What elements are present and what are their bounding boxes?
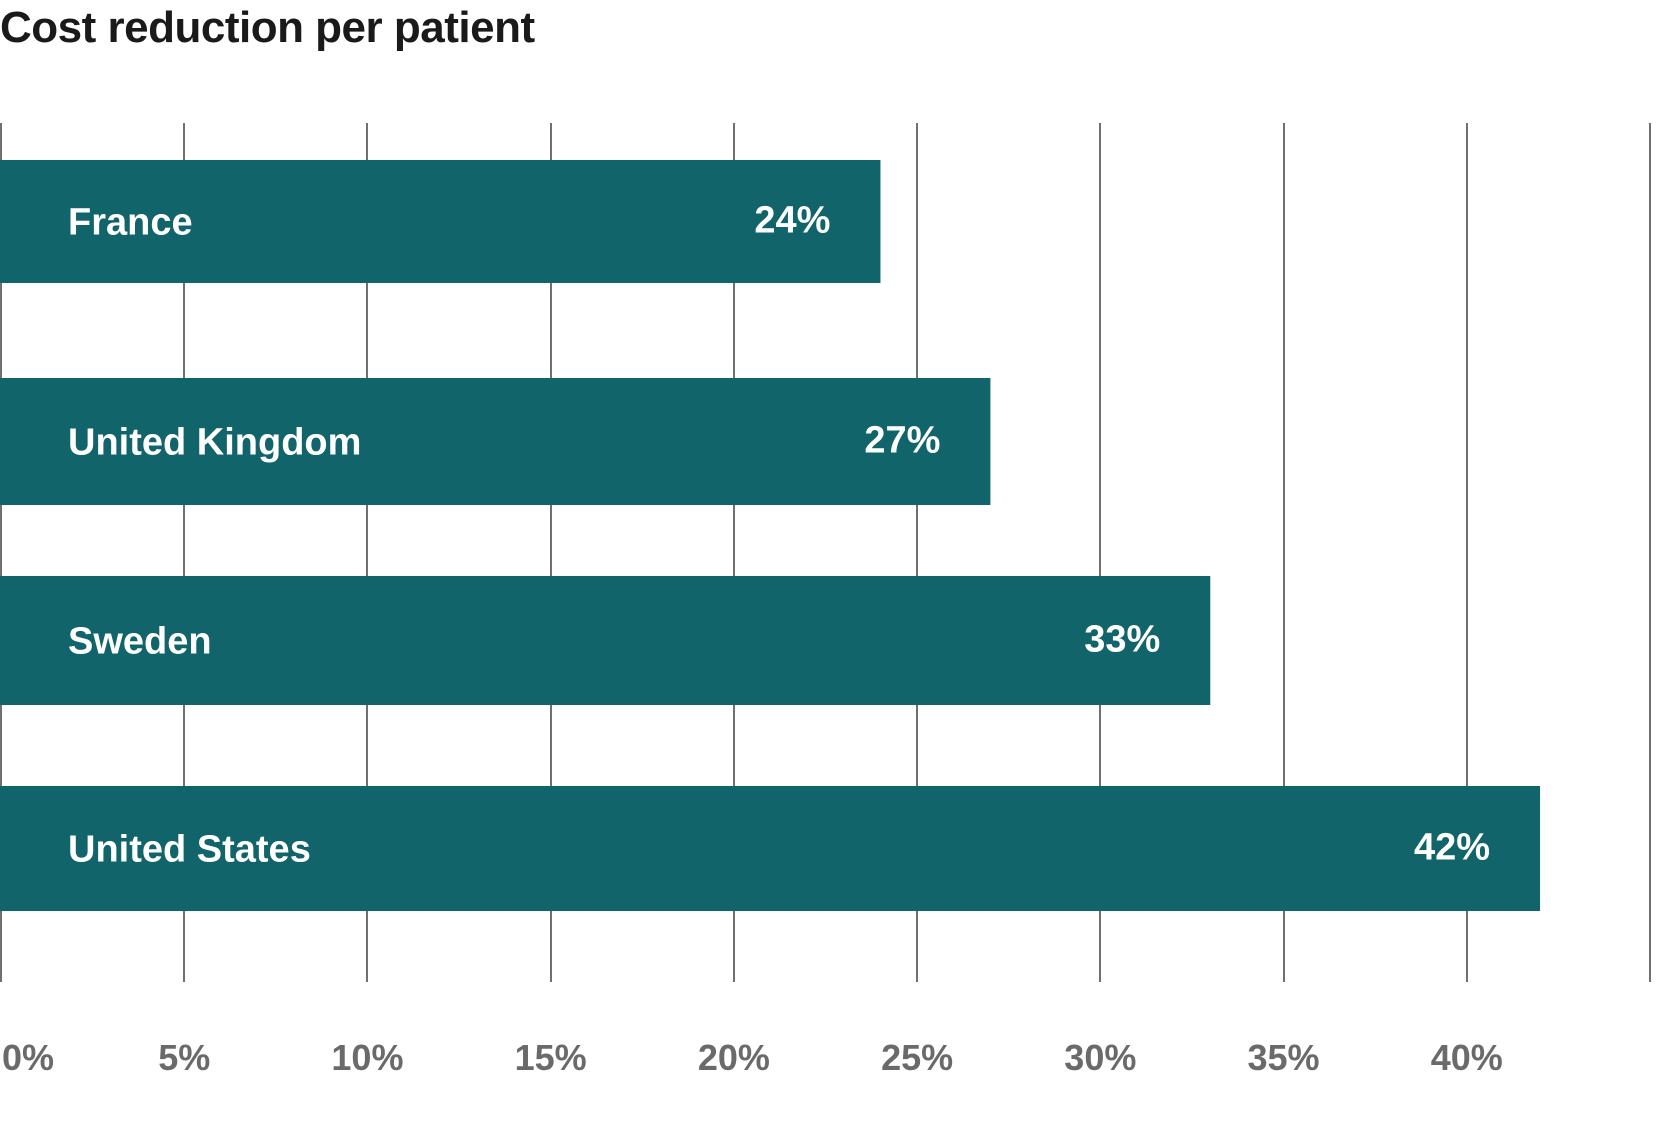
x-tick-label: 20% (698, 1037, 770, 1078)
x-tick-label: 5% (158, 1037, 210, 1078)
bar (0, 576, 1211, 705)
chart-title: Cost reduction per patient (0, 3, 535, 52)
bar-category-label: United States (68, 829, 311, 871)
x-tick-label: 40% (1431, 1037, 1503, 1078)
bar-value-label: 42% (1414, 827, 1490, 869)
x-tick-label: 35% (1248, 1037, 1320, 1078)
bar (0, 786, 1541, 911)
bar-category-label: United Kingdom (68, 422, 361, 464)
bar-category-label: France (68, 202, 193, 244)
x-tick-label: 30% (1064, 1037, 1136, 1078)
bars: France 24% United Kingdom 27% Sweden 33% Unite… (0, 160, 1541, 911)
bar (0, 378, 991, 505)
x-axis-ticks: 0% 5% 10% 15% 20% 25% 30% 35% 40% (2, 1037, 1503, 1078)
bar-value-label: 24% (754, 200, 830, 242)
bar (0, 160, 881, 283)
x-tick-label: 0% (2, 1037, 54, 1078)
bar-value-label: 33% (1084, 619, 1160, 661)
x-tick-label: 10% (331, 1037, 403, 1078)
bar-value-label: 27% (864, 420, 940, 462)
bar-category-label: Sweden (68, 621, 212, 663)
x-tick-label: 25% (881, 1037, 953, 1078)
x-tick-label: 15% (515, 1037, 587, 1078)
